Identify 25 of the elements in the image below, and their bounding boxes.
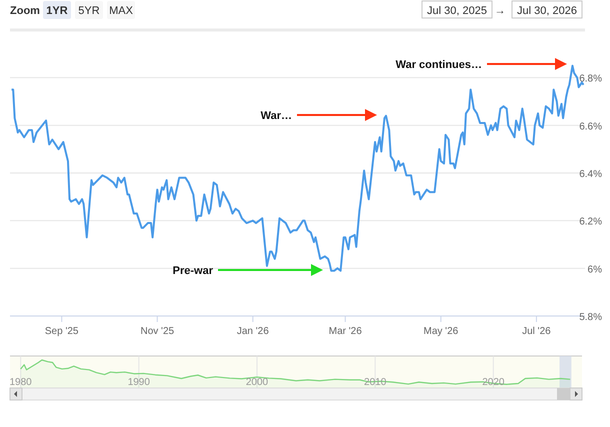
y-tick-label: 6.2% — [579, 216, 602, 228]
y-tick-label: 5.8% — [579, 312, 602, 323]
x-tick-label: 1980 — [10, 377, 32, 388]
x-tick-label: Mar '26 — [328, 326, 362, 337]
x-tick-label: 1990 — [128, 377, 150, 388]
x-tick-label: 2000 — [246, 377, 269, 388]
x-tick-label: Jul '26 — [522, 326, 552, 337]
x-tick-label: Sep '25 — [44, 326, 79, 337]
annotation: War… — [260, 110, 292, 122]
text: → — [494, 5, 506, 17]
annotation: Pre-war — [172, 265, 214, 277]
x-tick-label: Jan '26 — [236, 326, 270, 337]
y-tick-label: 6.6% — [579, 121, 602, 132]
x-tick-label: Nov '25 — [140, 326, 175, 337]
text: Jul 30, 2025 — [427, 5, 487, 17]
text: MAX — [109, 5, 134, 17]
y-tick-label: 6% — [588, 264, 602, 276]
text: 1YR — [46, 5, 68, 17]
text: Zoom — [10, 5, 40, 17]
y-tick-label: 6.8% — [579, 74, 602, 85]
text: Jul 30, 2026 — [517, 5, 577, 17]
annotation: War continues… — [396, 59, 482, 71]
text: 5YR — [78, 5, 100, 17]
y-tick-label: 6.4% — [579, 169, 602, 180]
x-tick-label: May '26 — [424, 326, 459, 337]
